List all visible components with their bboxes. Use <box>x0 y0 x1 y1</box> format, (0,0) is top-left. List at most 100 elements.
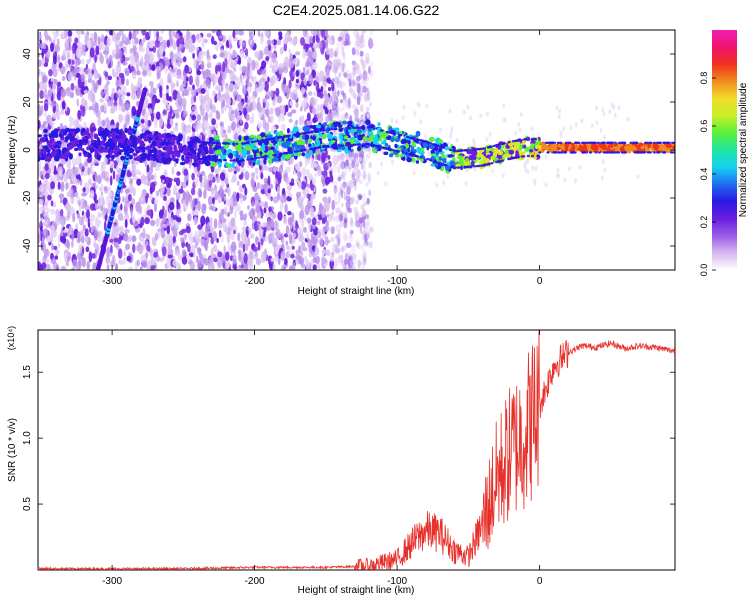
spectrogram-noise-cell <box>302 30 308 38</box>
spectrogram-noise-cell <box>602 134 606 140</box>
spectrogram-noise-cell <box>488 132 492 137</box>
spectrogram-noise-cell <box>153 203 157 213</box>
spectrogram-noise-cell <box>354 35 360 40</box>
spectrogram-noise-cell <box>244 121 249 130</box>
spectrogram-noise-cell <box>595 120 599 126</box>
spectrogram-noise-cell <box>50 208 56 215</box>
spectrogram-noise-cell <box>39 184 45 193</box>
spectrogram-noise-cell <box>236 192 240 202</box>
spectrogram-noise-cell <box>104 71 109 78</box>
spectrogram-noise-cell <box>210 247 214 259</box>
spectrogram-noise-cell <box>224 206 228 214</box>
spectrogram-noise-cell <box>348 82 353 90</box>
spectrogram-noise-cell <box>355 177 359 183</box>
spectrogram-noise-cell <box>124 57 130 62</box>
spectrogram-noise-cell <box>49 37 52 43</box>
spectrogram-noise-cell <box>245 113 250 121</box>
spectrogram-noise-cell <box>300 36 305 46</box>
spectrogram-noise-cell <box>86 59 91 65</box>
spectrogram-noise-cell <box>131 105 137 117</box>
spectrogram-noise-cell <box>200 215 206 226</box>
spectrogram-noise-cell <box>222 61 226 73</box>
spectrogram-noise-cell <box>117 237 122 245</box>
spectrogram-noise-cell <box>341 171 345 176</box>
spectrogram-noise-cell <box>360 243 365 251</box>
spectrogram-noise-cell <box>337 77 341 84</box>
spectrogram-noise-cell <box>306 112 311 122</box>
spectrogram-noise-cell <box>306 183 312 188</box>
spectrogram-noise-cell <box>275 180 279 185</box>
spectrogram-noise-cell <box>580 118 584 124</box>
spectrogram-noise-cell <box>199 173 203 183</box>
spectrogram-noise-cell <box>78 66 84 75</box>
spectrogram-noise-cell <box>300 181 307 190</box>
spectrogram-noise-cell <box>216 64 222 72</box>
spectrogram-noise-cell <box>68 45 72 51</box>
spectrogram-noise-cell <box>70 82 75 91</box>
spectrogram-noise-cell <box>115 64 121 74</box>
spectrogram-noise-cell <box>292 57 299 65</box>
spectrogram-noise-cell <box>355 158 359 164</box>
spectrogram-noise-cell <box>84 181 89 188</box>
spectrogram-noise-cell <box>176 217 182 223</box>
spectrogram-noise-cell <box>66 52 71 60</box>
spectrogram-noise-cell <box>320 30 326 38</box>
spectrogram-noise-cell <box>207 58 211 64</box>
spectrogram-noise-cell <box>364 237 369 248</box>
spectrogram-noise-cell <box>485 111 489 117</box>
spectrogram-noise-cell <box>257 105 262 113</box>
spectrogram-noise-cell <box>208 265 214 270</box>
spectrogram-noise-cell <box>137 241 142 251</box>
spectrogram-noise-cell <box>355 199 359 205</box>
spectrogram-noise-cell <box>125 202 131 208</box>
spectrogram-noise-cell <box>197 247 202 256</box>
spectrogram-noise-cell <box>67 72 73 82</box>
spectrogram-noise-cell <box>54 44 60 53</box>
spectrogram-noise-cell <box>202 72 208 80</box>
spectrogram-noise-cell <box>306 193 310 199</box>
spectrogram-noise-cell <box>263 253 267 263</box>
spectrogram-noise-cell <box>55 209 60 219</box>
spectrogram-noise-cell <box>65 182 69 191</box>
spectrogram-noise-cell <box>197 200 201 212</box>
spectrogram-noise-cell <box>117 248 123 259</box>
spectrogram-noise-cell <box>238 174 244 180</box>
spectrogram-noise-cell <box>531 165 535 171</box>
spectrogram-noise-cell <box>297 171 302 179</box>
spectrogram-noise-cell <box>228 110 232 119</box>
spectrogram-noise-cell <box>111 87 116 95</box>
spectrogram-noise-cell <box>221 107 228 111</box>
spectrogram-noise-cell <box>227 56 232 67</box>
spectrogram-noise-cell <box>275 228 281 240</box>
spectrogram-noise-cell <box>61 100 66 110</box>
spectrogram-noise-cell <box>251 201 255 208</box>
spectrogram-noise-cell <box>171 226 175 232</box>
spectrogram-noise-cell <box>349 220 355 229</box>
spectrogram-noise-cell <box>361 257 365 268</box>
spectrogram-noise-cell <box>182 56 187 63</box>
spectrogram-noise-cell <box>257 121 263 129</box>
spectrogram-noise-cell <box>260 36 264 45</box>
spectrogram-noise-cell <box>326 77 331 84</box>
spectrogram-noise-cell <box>196 70 202 76</box>
spectrogram-noise-cell <box>455 137 459 143</box>
spectrogram-noise-cell <box>87 167 91 176</box>
spectrogram-noise-cell <box>51 113 57 119</box>
spectrogram-noise-cell <box>348 78 352 87</box>
spectrogram-noise-cell <box>312 35 316 44</box>
spectrogram-noise-cell <box>262 97 268 103</box>
spectrogram-noise-cell <box>351 153 356 164</box>
spectrogram-noise-cell <box>43 62 49 67</box>
spectrogram-noise-cell <box>242 183 246 189</box>
spectrogram-noise-cell <box>203 120 209 129</box>
spectrogram-noise-cell <box>265 108 270 118</box>
spectrogram-noise-cell <box>258 228 264 238</box>
spectrogram-noise-cell <box>358 81 364 92</box>
spectrogram-noise-cell <box>354 117 360 122</box>
spectrogram-noise-cell <box>334 244 340 255</box>
spectrogram-noise-cell <box>330 226 335 235</box>
spectrogram-noise-cell <box>332 107 337 115</box>
spectrogram-noise-cell <box>369 69 373 78</box>
spectrogram-noise-cell <box>106 119 110 130</box>
spectrogram-noise-cell <box>363 253 367 263</box>
